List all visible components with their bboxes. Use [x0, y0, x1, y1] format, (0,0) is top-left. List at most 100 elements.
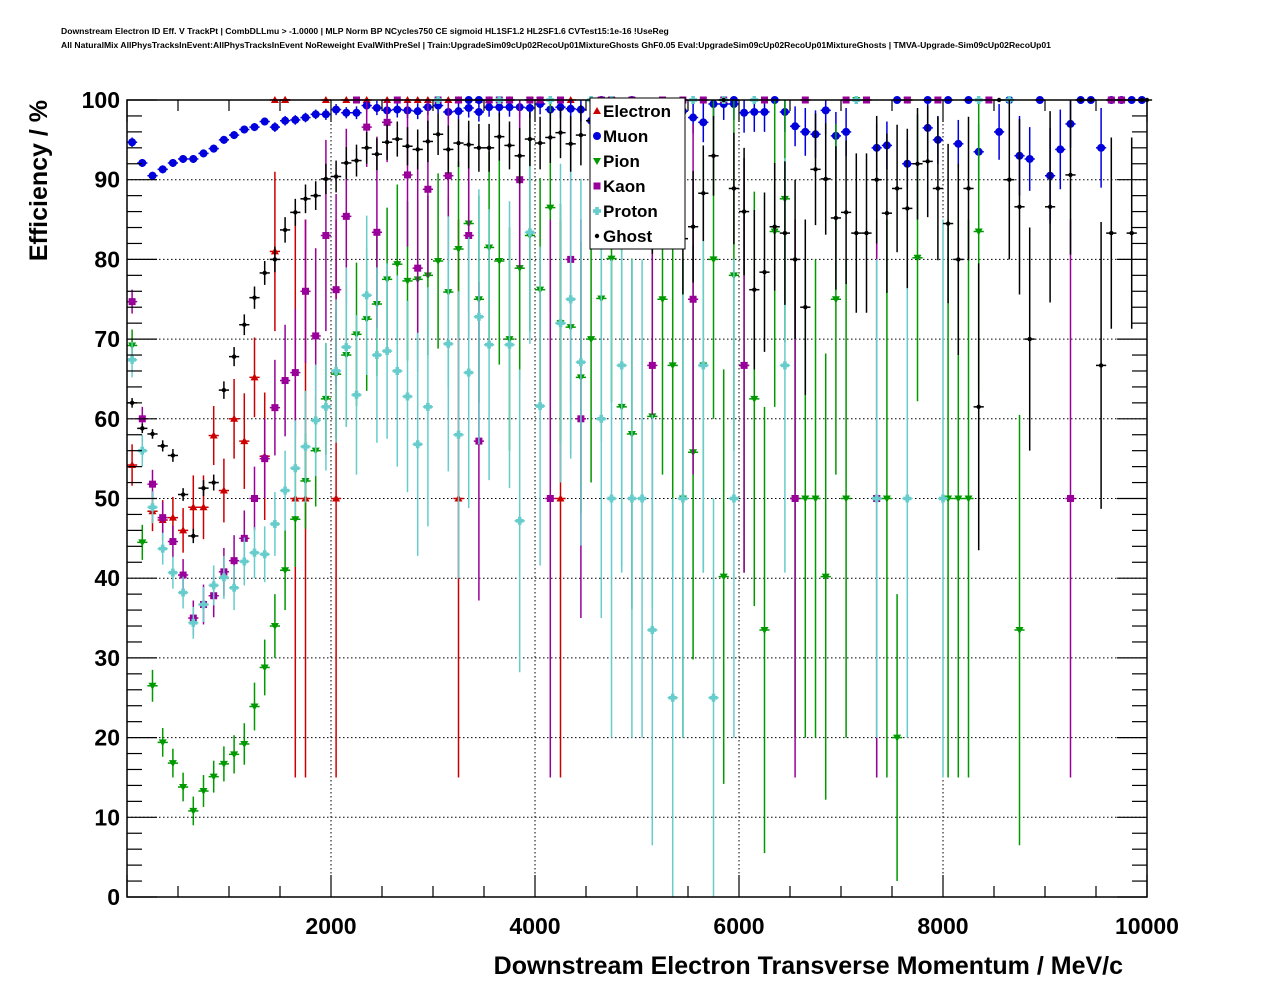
circle-marker: [148, 171, 157, 180]
dot-marker: [966, 186, 971, 191]
triangle-down-marker: [1015, 627, 1024, 635]
ghost-point: [953, 163, 964, 356]
ghost-point: [290, 198, 301, 226]
ghost-point: [912, 107, 923, 220]
pion-point: [892, 594, 903, 882]
ghost-point: [932, 116, 943, 261]
electron-point: [218, 458, 229, 523]
axis-ticks: [126, 99, 1148, 898]
proton-point: [484, 209, 495, 481]
dot-marker: [782, 230, 788, 236]
circle-marker: [750, 107, 759, 116]
dot-marker: [333, 174, 339, 179]
pion-point: [259, 639, 270, 696]
cross-marker-v: [487, 340, 491, 349]
triangle-down-marker: [260, 664, 269, 672]
muon-point: [1055, 109, 1066, 190]
ghost-point: [494, 112, 505, 161]
cross-marker-v: [313, 416, 318, 425]
legend-label: Electron: [603, 102, 671, 121]
triangle-down-marker: [607, 255, 616, 263]
triangle-down-marker: [393, 261, 402, 269]
square-marker: [465, 231, 473, 239]
muon-point: [249, 123, 260, 132]
cross-marker-v: [579, 358, 583, 367]
y-tick-label: 50: [94, 486, 120, 512]
ghost-point: [565, 115, 576, 172]
pion-point: [820, 353, 831, 800]
cross-marker-v: [324, 402, 328, 411]
cross-marker-v: [385, 347, 389, 356]
circle-marker: [485, 103, 494, 112]
proton-point: [514, 369, 525, 673]
circle-marker: [464, 103, 473, 112]
proton-point: [443, 216, 454, 472]
dot-marker: [527, 136, 533, 142]
circle-marker: [352, 108, 361, 117]
triangle-down-marker: [291, 516, 300, 524]
dot-marker: [864, 230, 869, 236]
proton-point: [300, 390, 311, 503]
pion-point: [1014, 414, 1025, 846]
proton-point: [341, 267, 352, 427]
circle-marker: [434, 101, 443, 110]
dot-marker: [476, 145, 482, 151]
cross-marker-v: [619, 361, 624, 370]
kaon-point: [402, 103, 413, 247]
circle-marker: [219, 135, 228, 144]
muon-point: [759, 100, 770, 132]
square-marker: [404, 171, 411, 179]
ghost-point: [218, 381, 229, 399]
proton-point: [937, 219, 949, 778]
triangle-down-marker: [281, 567, 290, 575]
cross-marker-v: [191, 618, 196, 627]
ghost-point: [922, 105, 933, 218]
proton-point: [188, 606, 199, 639]
y-tick-label: 100: [82, 87, 120, 113]
circle-marker: [128, 138, 137, 147]
square-marker: [128, 298, 136, 306]
muon-point: [300, 112, 311, 123]
ghost-point: [1024, 227, 1035, 451]
square-marker: [363, 123, 371, 131]
dot-marker: [323, 176, 329, 182]
proton-point: [239, 537, 250, 586]
cross-marker-v: [783, 361, 787, 370]
kaon-point: [290, 308, 301, 437]
cross-marker-v: [303, 442, 308, 451]
ghost-point: [351, 144, 362, 177]
triangle-down-marker: [515, 265, 524, 273]
electron-point: [178, 508, 189, 553]
proton-point: [902, 259, 913, 738]
electron-point: [249, 337, 260, 418]
dot-marker: [731, 186, 737, 191]
kaon-point: [157, 501, 168, 534]
dot-marker: [201, 485, 206, 491]
circle-marker: [842, 127, 851, 136]
pion-point: [433, 173, 444, 349]
y-tick-label: 60: [94, 406, 120, 432]
proton-point: [290, 420, 301, 517]
proton-point: [626, 259, 637, 738]
square-marker: [1067, 495, 1074, 502]
cross-marker-v: [201, 600, 206, 609]
cross-marker-v: [701, 361, 706, 370]
kaon-point: [545, 219, 556, 778]
ghost-point: [341, 147, 352, 179]
proton-point: [157, 532, 168, 565]
kaon-point: [280, 324, 291, 437]
cross-marker-v: [262, 550, 267, 559]
dot-marker: [313, 193, 318, 198]
circle-marker: [1025, 154, 1034, 163]
triangle-down-marker: [964, 495, 973, 503]
dot-marker: [803, 305, 808, 310]
circle-marker: [250, 123, 259, 132]
triangle-down-marker: [148, 682, 157, 690]
ghost-point: [188, 528, 199, 544]
dot-marker: [415, 147, 420, 152]
muon-point: [412, 103, 423, 120]
ghost-point: [759, 192, 770, 352]
square-marker: [149, 480, 156, 488]
circle-marker: [593, 132, 601, 140]
dot-marker: [242, 322, 247, 327]
